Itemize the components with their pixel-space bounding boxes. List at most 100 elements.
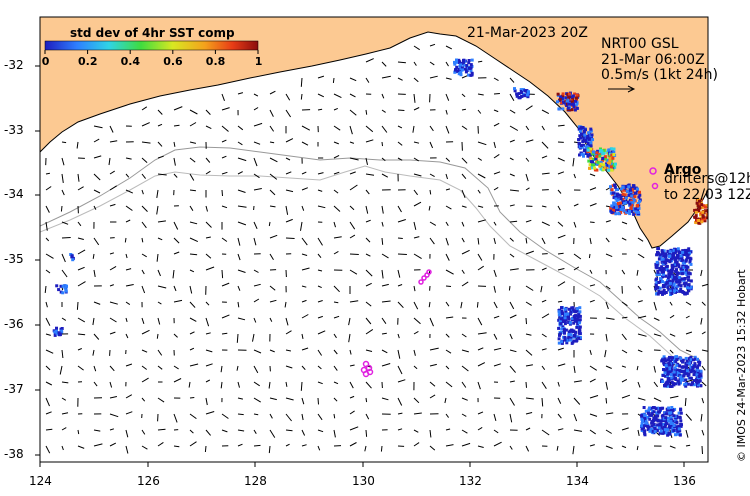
current-vector: [525, 397, 534, 400]
current-vector: [93, 365, 97, 372]
sst-pixel: [591, 138, 594, 142]
current-vector: [541, 429, 550, 436]
current-vector: [445, 109, 448, 115]
sst-pixel: [665, 264, 669, 268]
current-vector: [333, 205, 341, 212]
current-vector: [509, 157, 514, 161]
sst-pixel: [455, 60, 459, 64]
sst-pixel: [616, 202, 620, 205]
sst-pixel: [686, 265, 690, 269]
current-vector: [189, 141, 197, 144]
current-vector: [637, 285, 642, 291]
current-vector: [461, 189, 466, 198]
current-vector: [509, 314, 517, 319]
current-vector: [653, 301, 657, 311]
sst-pixel: [688, 251, 691, 255]
current-vector: [636, 365, 639, 371]
sst-pixel: [626, 200, 630, 204]
sst-pixel: [695, 201, 699, 205]
current-vector: [589, 221, 595, 223]
current-vector: [333, 141, 339, 145]
current-vector: [45, 301, 48, 308]
current-vector: [509, 93, 515, 101]
current-vector: [93, 333, 100, 340]
current-vector: [477, 189, 481, 194]
sst-pixel: [661, 290, 665, 294]
sst-pixel: [672, 429, 676, 432]
sst-pixel: [701, 210, 705, 214]
sst-pixel: [644, 424, 648, 428]
sst-pixel: [678, 289, 682, 293]
sst-pixel: [608, 159, 612, 163]
sst-pixel: [609, 162, 613, 166]
current-vector: [541, 172, 550, 175]
sst-pixel: [671, 362, 675, 365]
current-vector: [493, 333, 498, 340]
x-tick-label: 134: [566, 474, 589, 488]
current-vector: [253, 237, 257, 246]
sst-pixel: [642, 406, 646, 409]
sst-pixel: [671, 409, 675, 412]
sst-pixel: [655, 266, 659, 270]
sst-pixel: [654, 262, 658, 266]
current-vector: [605, 429, 612, 434]
sst-pixel: [630, 210, 634, 213]
current-vector: [348, 317, 351, 326]
current-vector: [109, 365, 115, 372]
sst-pixel: [588, 163, 592, 167]
sst-pixel: [561, 107, 565, 111]
sst-pixel: [665, 370, 669, 374]
sst-pixel: [569, 108, 573, 112]
current-vector: [45, 186, 52, 191]
current-vector: [525, 364, 533, 367]
sst-pixel: [683, 369, 687, 373]
current-vector: [365, 429, 368, 437]
sst-pixel: [648, 417, 652, 421]
current-vector: [413, 77, 419, 83]
current-vector: [109, 140, 118, 143]
sst-pixel: [687, 247, 691, 251]
current-vector: [445, 428, 451, 431]
current-vector: [269, 205, 276, 208]
current-vector: [493, 237, 496, 245]
sst-pixel: [563, 322, 567, 326]
sst-pixel: [569, 333, 573, 337]
sst-pixel: [676, 253, 679, 257]
current-vector: [349, 349, 352, 355]
colorbar-tick-label: 0.4: [120, 55, 141, 68]
sst-pixel: [615, 192, 619, 196]
current-vector: [125, 301, 131, 306]
current-vector: [525, 219, 532, 223]
sst-pixel: [575, 93, 579, 97]
sst-pixel: [594, 157, 598, 161]
current-vector: [45, 445, 51, 454]
current-vector: [397, 77, 403, 81]
current-vector: [108, 157, 111, 166]
current-vector: [333, 381, 339, 385]
sst-pixel: [524, 93, 528, 97]
current-vector: [253, 173, 260, 179]
sst-pixel: [699, 375, 703, 379]
current-vector: [253, 122, 263, 127]
sst-pixel: [560, 327, 564, 331]
current-vector: [445, 61, 449, 67]
current-vector: [445, 301, 450, 307]
current-vector: [461, 365, 469, 372]
current-vector: [573, 380, 582, 383]
current-vector: [45, 221, 48, 231]
sst-pixel: [664, 282, 668, 286]
current-vector: [285, 218, 293, 223]
sst-pixel: [688, 259, 692, 263]
sst-pixel: [679, 254, 683, 258]
current-vector: [381, 349, 388, 354]
current-vector: [413, 365, 418, 370]
sst-pixel: [633, 195, 637, 199]
sst-pixel: [636, 208, 640, 212]
current-vector: [317, 285, 322, 289]
sst-pixel: [615, 206, 619, 210]
sst-pixel: [567, 331, 571, 334]
current-vector: [397, 253, 407, 255]
current-vector: [525, 285, 534, 291]
current-vector: [349, 141, 355, 144]
current-vector: [333, 365, 338, 371]
